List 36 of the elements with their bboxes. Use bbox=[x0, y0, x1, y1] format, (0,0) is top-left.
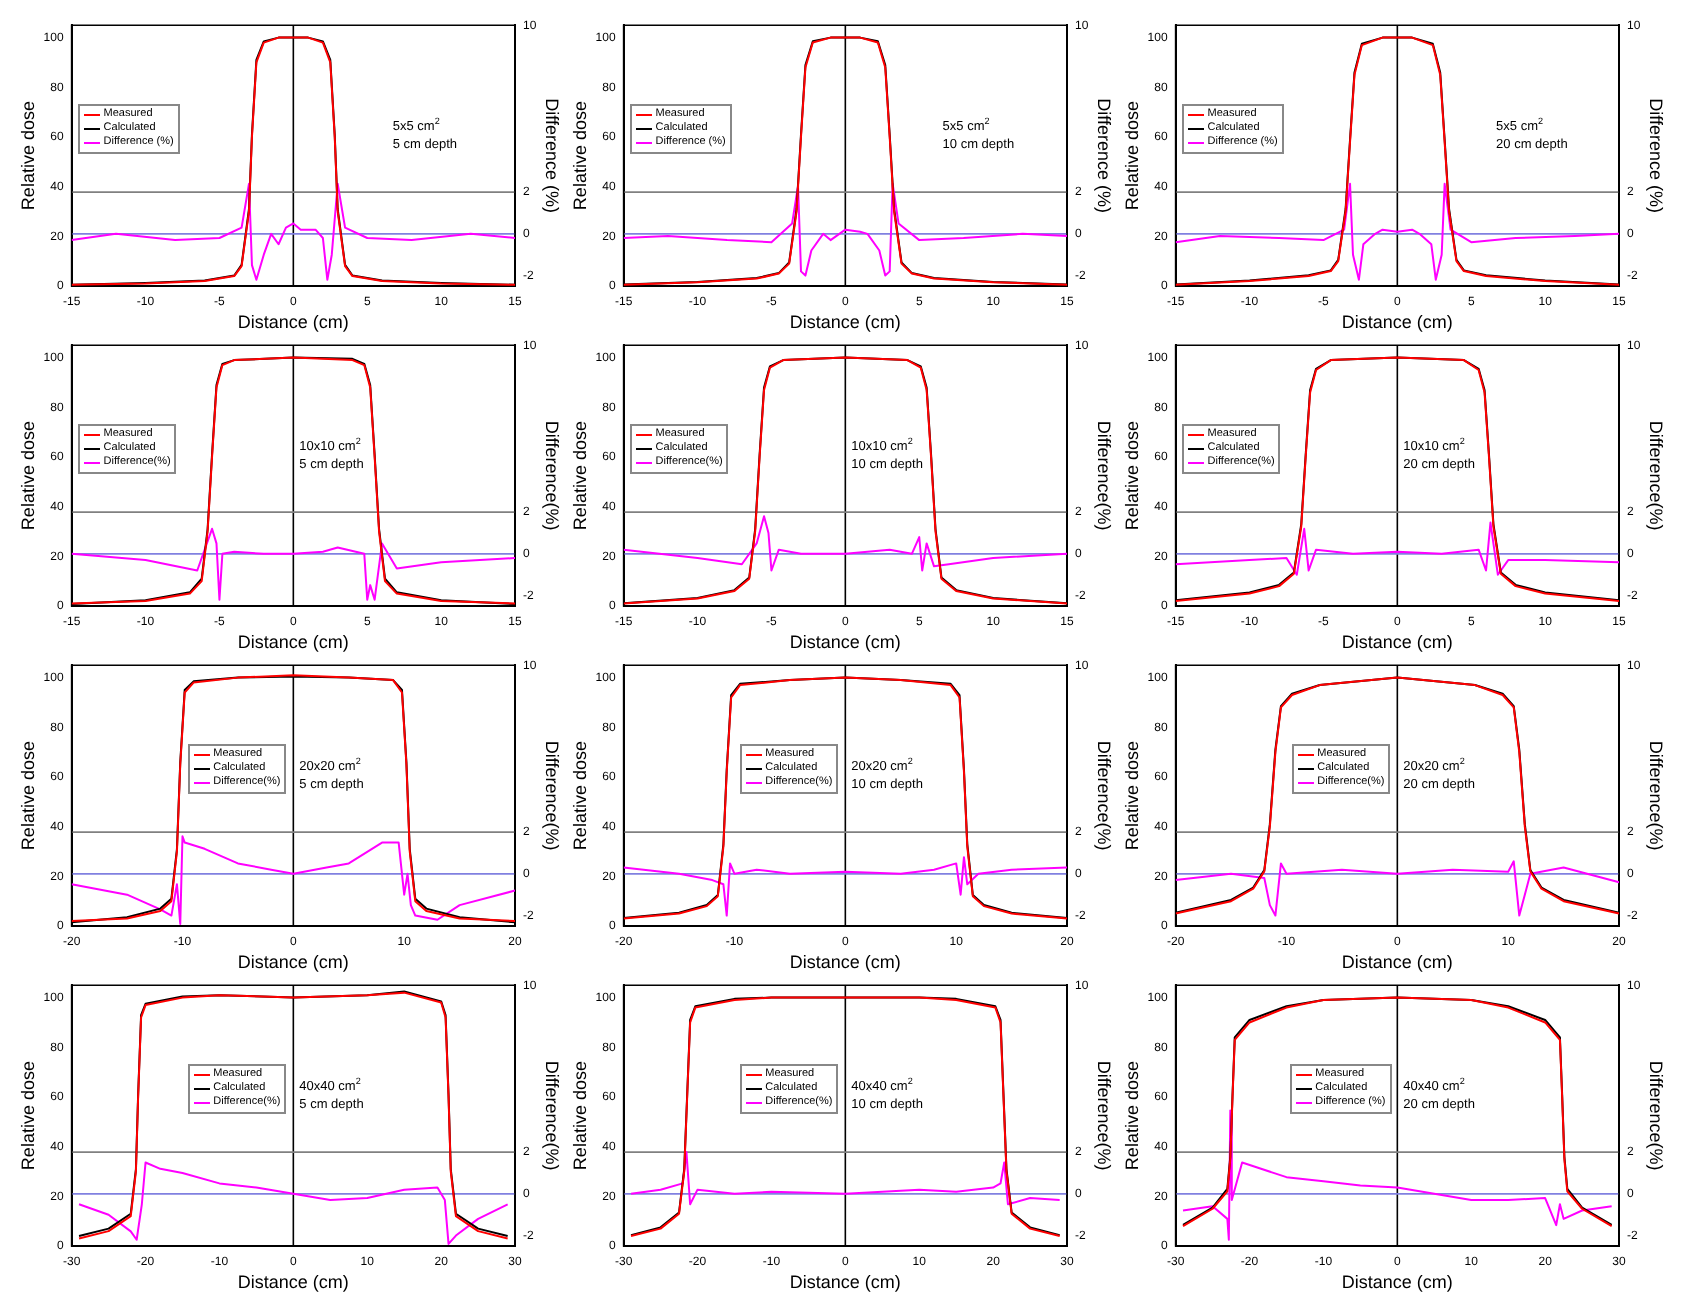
y-axis-title: Relative dose bbox=[1121, 1061, 1142, 1171]
y-axis-title: Relative dose bbox=[17, 101, 38, 211]
y2-axis-title: Difference(%) bbox=[1094, 740, 1115, 851]
x-axis-title: Distance (cm) bbox=[1341, 312, 1453, 333]
y-axis-title: Relative dose bbox=[569, 741, 590, 851]
x-axis-title: Distance (cm) bbox=[1341, 632, 1453, 653]
x-axis-title: Distance (cm) bbox=[789, 1272, 901, 1293]
y2-axis-title: Difference (%) bbox=[1646, 98, 1667, 213]
x-axis-title: Distance (cm) bbox=[237, 952, 349, 973]
x-axis-title: Distance (cm) bbox=[237, 1272, 349, 1293]
y2-axis-title: Difference(%) bbox=[542, 1060, 563, 1171]
x-axis-title: Distance (cm) bbox=[789, 632, 901, 653]
y2-axis-title: Difference(%) bbox=[542, 740, 563, 851]
y2-axis-title: Difference(%) bbox=[1646, 1060, 1667, 1171]
x-axis-title: Distance (cm) bbox=[1341, 952, 1453, 973]
y2-axis-title: Difference (%) bbox=[542, 98, 563, 213]
y-axis-title: Relative dose bbox=[1121, 101, 1142, 211]
y2-axis-title: Difference(%) bbox=[1094, 1060, 1115, 1171]
y2-axis-title: Difference(%) bbox=[1646, 740, 1667, 851]
y2-axis-title: Difference(%) bbox=[542, 420, 563, 531]
y-axis-title: Relative dose bbox=[17, 421, 38, 531]
y-axis-title: Relative dose bbox=[1121, 421, 1142, 531]
y-axis-title: Relative dose bbox=[569, 101, 590, 211]
x-axis-title: Distance (cm) bbox=[789, 952, 901, 973]
y-axis-title: Relative dose bbox=[17, 1061, 38, 1171]
y2-axis-title: Difference(%) bbox=[1094, 420, 1115, 531]
x-axis-title: Distance (cm) bbox=[789, 312, 901, 333]
y-axis-title: Relative dose bbox=[17, 741, 38, 851]
y2-axis-title: Difference(%) bbox=[1646, 420, 1667, 531]
x-axis-title: Distance (cm) bbox=[237, 312, 349, 333]
y-axis-title: Relative dose bbox=[569, 421, 590, 531]
x-axis-title: Distance (cm) bbox=[237, 632, 349, 653]
y-axis-title: Relative dose bbox=[569, 1061, 590, 1171]
x-axis-title: Distance (cm) bbox=[1341, 1272, 1453, 1293]
y2-axis-title: Difference (%) bbox=[1094, 98, 1115, 213]
y-axis-title: Relative dose bbox=[1121, 741, 1142, 851]
